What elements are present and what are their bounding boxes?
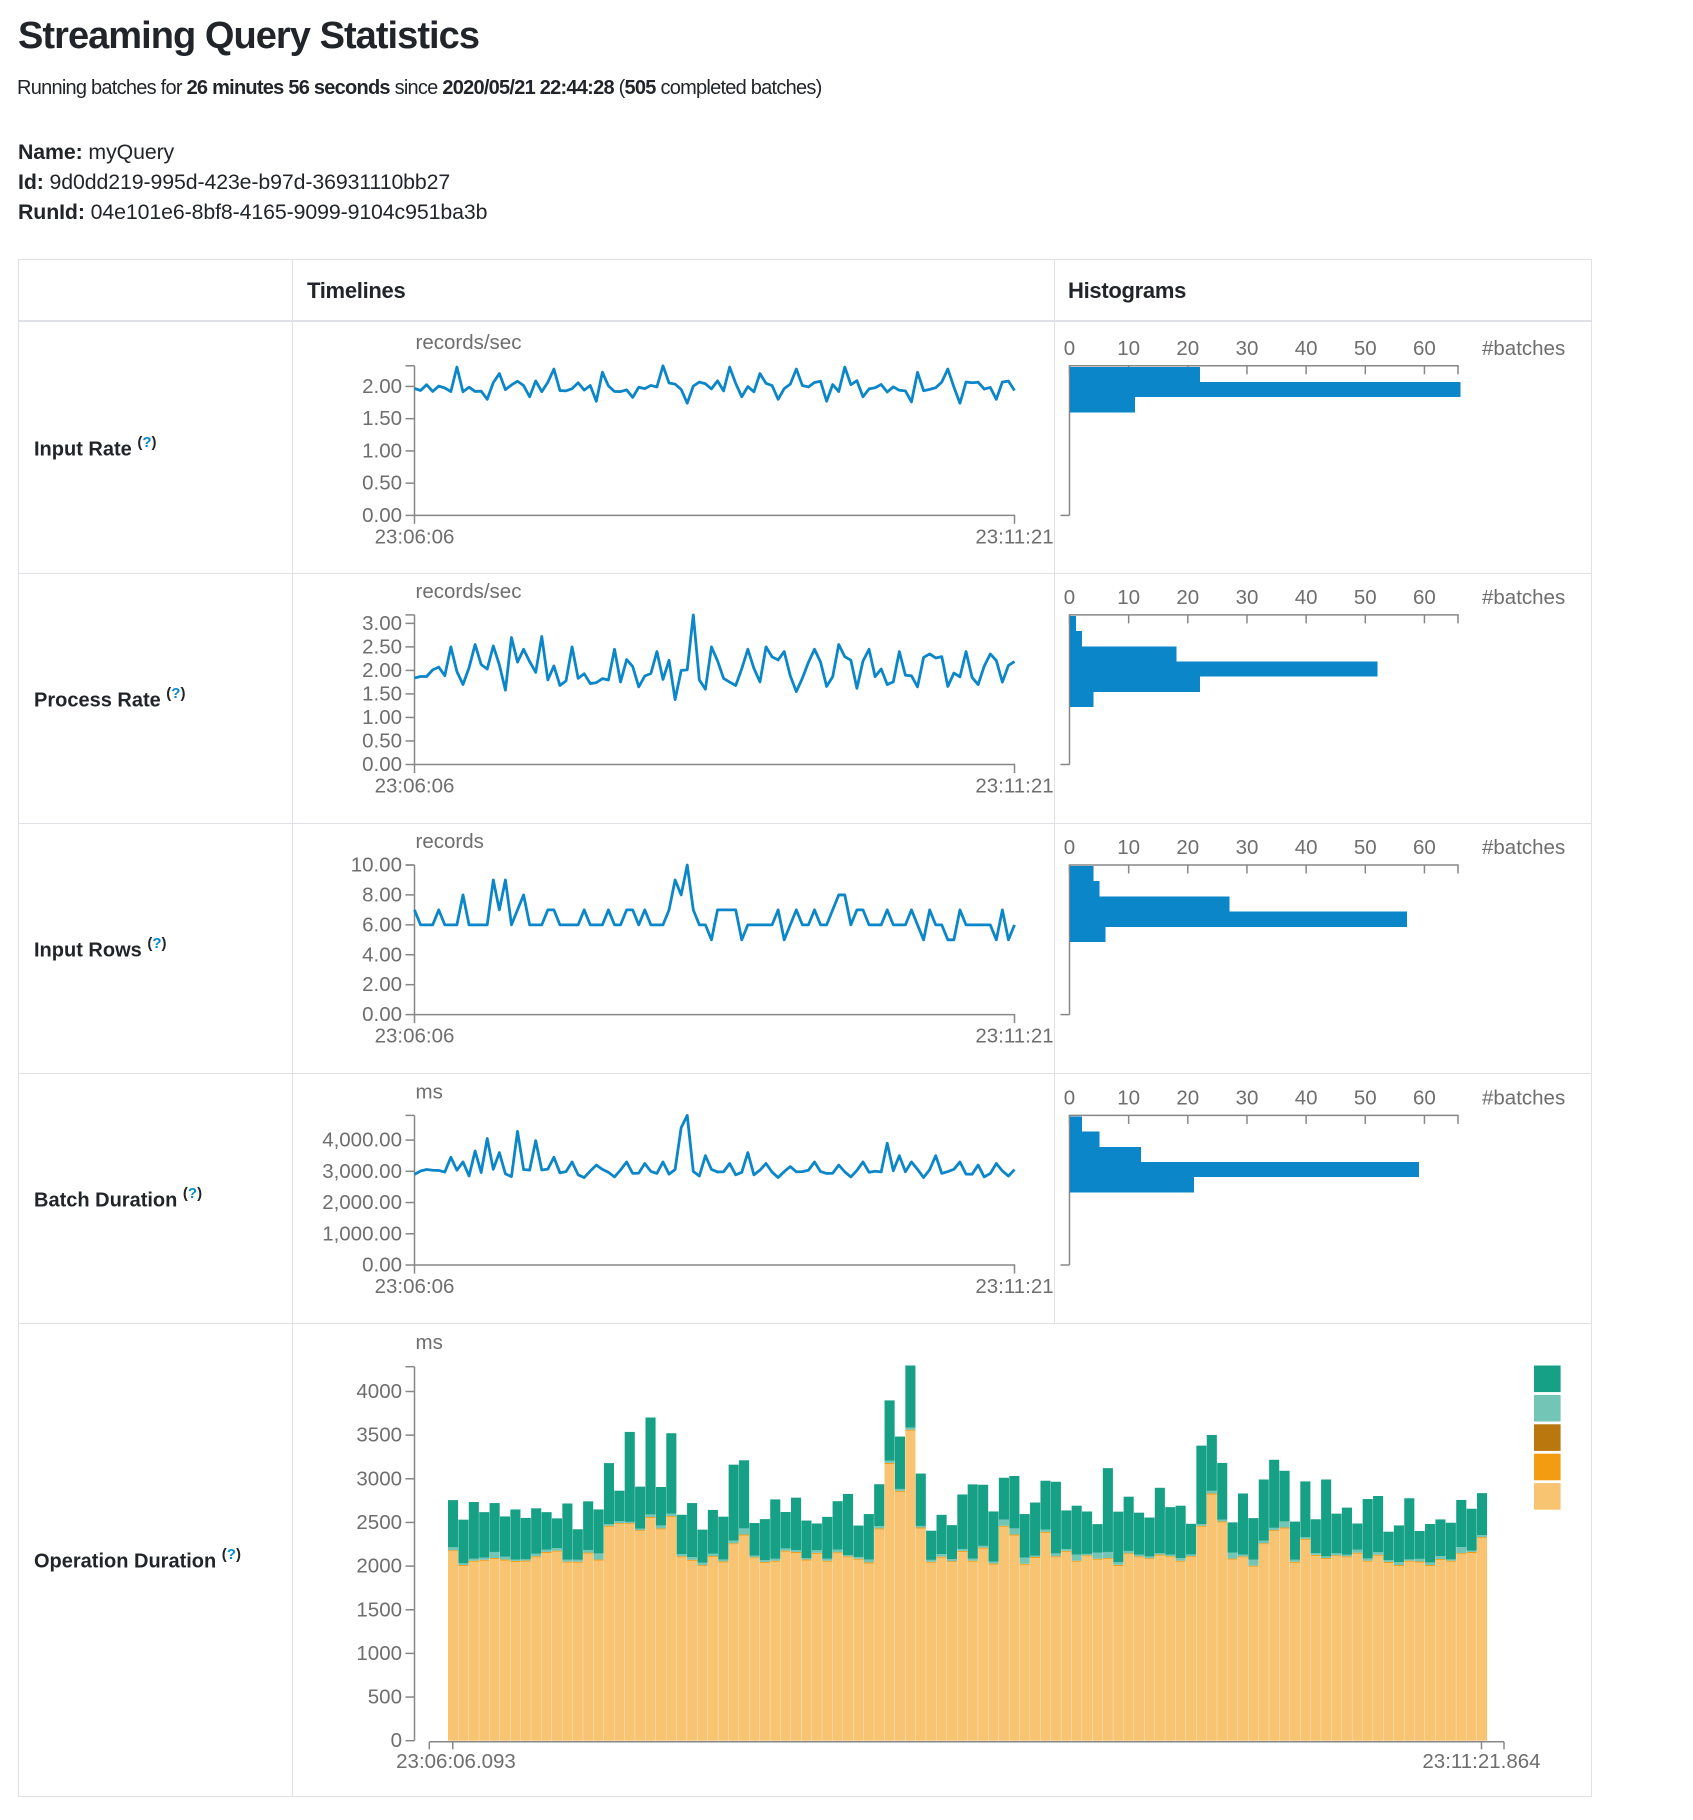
svg-text:23:11:21: 23:11:21 bbox=[975, 1025, 1053, 1048]
svg-text:0.50: 0.50 bbox=[362, 729, 402, 752]
svg-text:1.50: 1.50 bbox=[362, 407, 402, 430]
svg-text:50: 50 bbox=[1354, 586, 1377, 609]
svg-text:23:11:21: 23:11:21 bbox=[975, 1275, 1053, 1298]
svg-text:2.50: 2.50 bbox=[362, 635, 402, 658]
svg-text:0.50: 0.50 bbox=[362, 472, 402, 495]
svg-text:4000: 4000 bbox=[356, 1380, 402, 1403]
svg-text:0.00: 0.00 bbox=[362, 1254, 402, 1277]
svg-text:23:11:21: 23:11:21 bbox=[975, 525, 1053, 548]
svg-text:30: 30 bbox=[1236, 337, 1259, 360]
svg-text:#batches: #batches bbox=[1482, 836, 1565, 859]
svg-text:records/sec: records/sec bbox=[416, 331, 522, 354]
svg-text:0.00: 0.00 bbox=[362, 1003, 402, 1026]
svg-text:23:06:06: 23:06:06 bbox=[375, 1275, 455, 1298]
svg-text:2.00: 2.00 bbox=[362, 973, 402, 996]
svg-text:10: 10 bbox=[1117, 337, 1140, 360]
svg-text:60: 60 bbox=[1413, 836, 1436, 859]
svg-text:40: 40 bbox=[1295, 337, 1318, 360]
svg-text:10: 10 bbox=[1117, 836, 1140, 859]
svg-text:6.00: 6.00 bbox=[362, 913, 402, 936]
svg-text:0: 0 bbox=[391, 1729, 402, 1752]
svg-text:records: records bbox=[416, 830, 484, 853]
svg-text:60: 60 bbox=[1413, 586, 1436, 609]
svg-text:ms: ms bbox=[416, 1331, 443, 1354]
svg-text:1.50: 1.50 bbox=[362, 682, 402, 705]
svg-text:0.00: 0.00 bbox=[362, 504, 402, 527]
svg-text:10: 10 bbox=[1117, 1086, 1140, 1109]
svg-text:23:06:06: 23:06:06 bbox=[375, 525, 455, 548]
svg-text:20: 20 bbox=[1176, 586, 1199, 609]
svg-text:0: 0 bbox=[1064, 1086, 1075, 1109]
svg-text:0: 0 bbox=[1064, 337, 1075, 360]
svg-text:50: 50 bbox=[1354, 1086, 1377, 1109]
svg-text:50: 50 bbox=[1354, 337, 1377, 360]
svg-text:20: 20 bbox=[1176, 337, 1199, 360]
svg-text:60: 60 bbox=[1413, 1086, 1436, 1109]
svg-text:2.00: 2.00 bbox=[362, 375, 402, 398]
svg-text:1,000.00: 1,000.00 bbox=[322, 1222, 402, 1245]
svg-text:4.00: 4.00 bbox=[362, 943, 402, 966]
svg-text:#batches: #batches bbox=[1482, 1086, 1565, 1109]
svg-text:1000: 1000 bbox=[356, 1642, 402, 1665]
svg-text:2000: 2000 bbox=[356, 1555, 402, 1578]
svg-text:23:11:21: 23:11:21 bbox=[975, 775, 1053, 798]
svg-text:30: 30 bbox=[1236, 836, 1259, 859]
svg-text:30: 30 bbox=[1236, 586, 1259, 609]
svg-text:records/sec: records/sec bbox=[416, 580, 522, 603]
svg-text:23:11:21.864: 23:11:21.864 bbox=[1422, 1750, 1540, 1773]
svg-text:30: 30 bbox=[1236, 1086, 1259, 1109]
svg-text:#batches: #batches bbox=[1482, 337, 1565, 360]
svg-text:20: 20 bbox=[1176, 836, 1199, 859]
svg-text:60: 60 bbox=[1413, 337, 1436, 360]
svg-text:8.00: 8.00 bbox=[362, 883, 402, 906]
svg-text:40: 40 bbox=[1295, 586, 1318, 609]
svg-text:500: 500 bbox=[368, 1686, 402, 1709]
svg-text:1.00: 1.00 bbox=[362, 439, 402, 462]
svg-text:0: 0 bbox=[1064, 836, 1075, 859]
svg-text:23:06:06.093: 23:06:06.093 bbox=[396, 1750, 516, 1773]
svg-text:50: 50 bbox=[1354, 836, 1377, 859]
svg-text:2,000.00: 2,000.00 bbox=[322, 1191, 402, 1214]
svg-text:40: 40 bbox=[1295, 836, 1318, 859]
svg-text:ms: ms bbox=[416, 1080, 443, 1103]
svg-text:20: 20 bbox=[1176, 1086, 1199, 1109]
svg-text:2500: 2500 bbox=[356, 1511, 402, 1534]
svg-text:23:06:06: 23:06:06 bbox=[375, 775, 455, 798]
svg-text:0: 0 bbox=[1064, 586, 1075, 609]
svg-text:10.00: 10.00 bbox=[351, 854, 402, 877]
svg-text:#batches: #batches bbox=[1482, 586, 1565, 609]
svg-text:1.00: 1.00 bbox=[362, 706, 402, 729]
svg-text:3,000.00: 3,000.00 bbox=[322, 1160, 402, 1183]
svg-text:2.00: 2.00 bbox=[362, 659, 402, 682]
svg-text:3500: 3500 bbox=[356, 1424, 402, 1447]
svg-text:0.00: 0.00 bbox=[362, 753, 402, 776]
svg-text:4,000.00: 4,000.00 bbox=[322, 1129, 402, 1152]
svg-text:40: 40 bbox=[1295, 1086, 1318, 1109]
svg-text:3000: 3000 bbox=[356, 1467, 402, 1490]
svg-text:23:06:06: 23:06:06 bbox=[375, 1025, 455, 1048]
svg-text:10: 10 bbox=[1117, 586, 1140, 609]
svg-text:1500: 1500 bbox=[356, 1598, 402, 1621]
svg-text:3.00: 3.00 bbox=[362, 612, 402, 635]
